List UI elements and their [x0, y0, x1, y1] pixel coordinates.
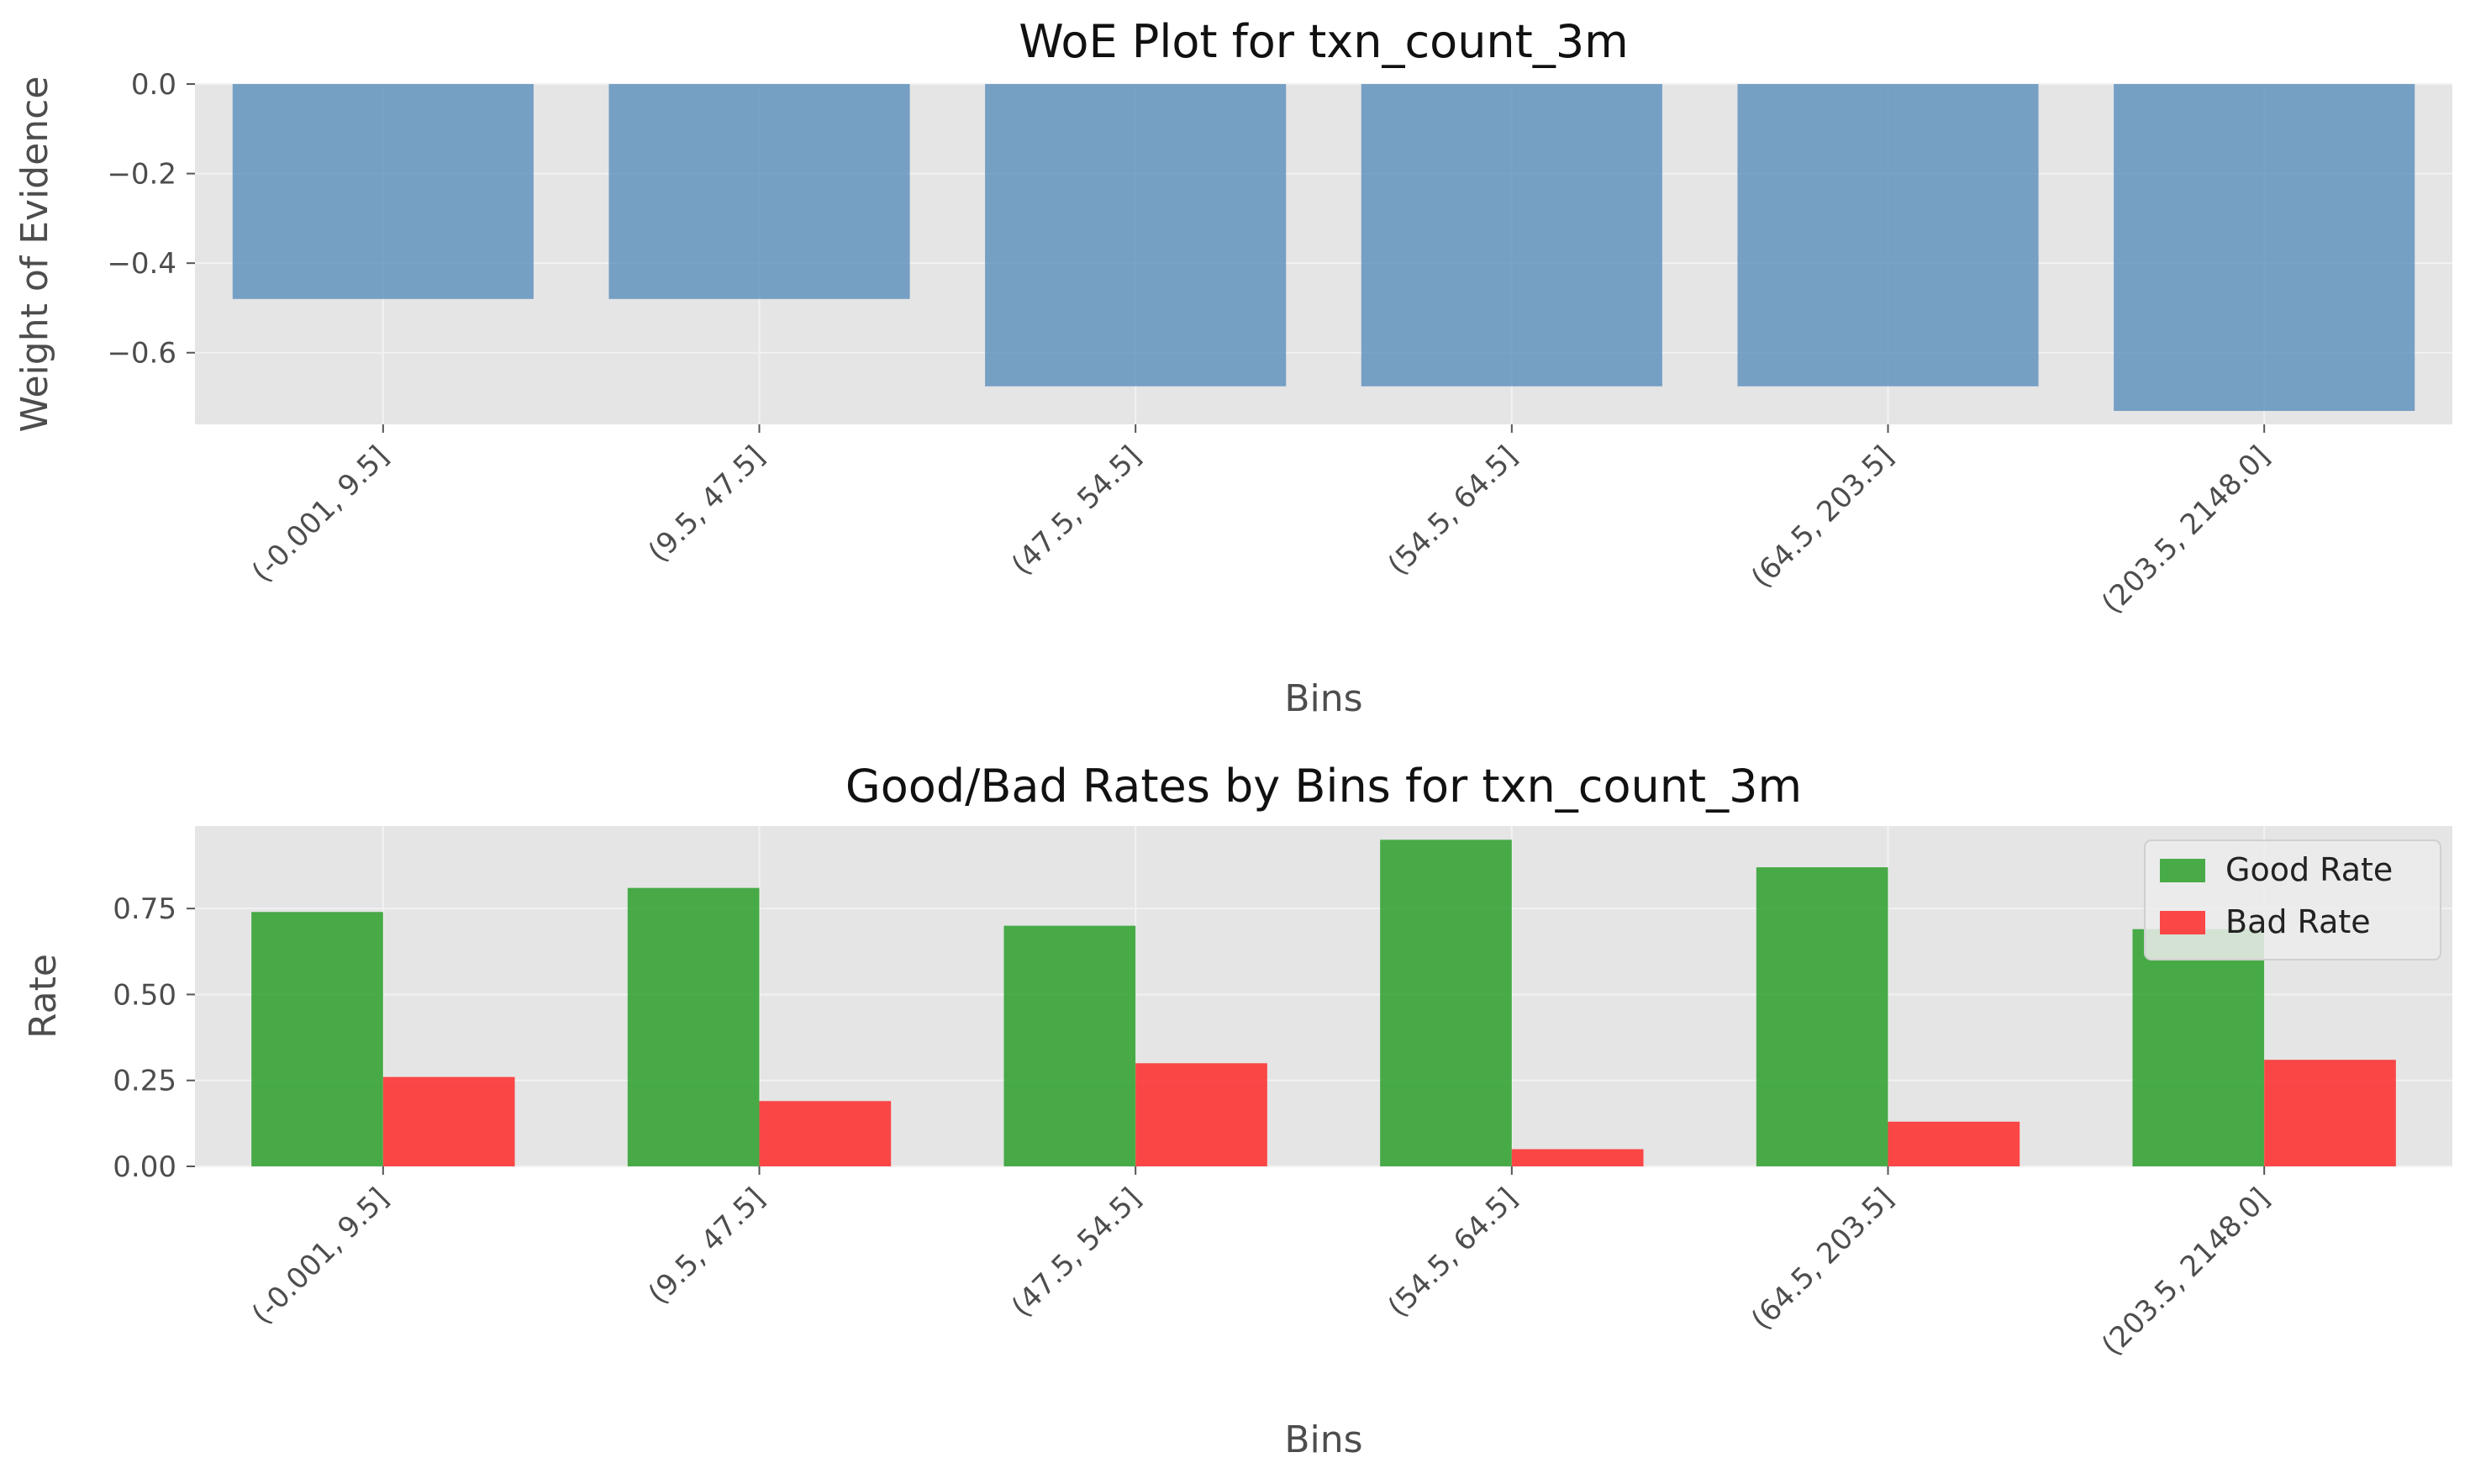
- rates-y-axis-label: Rate: [22, 954, 65, 1039]
- y-tick-label: 0.75: [113, 892, 176, 926]
- woe-y-axis-label: Weight of Evidence: [13, 76, 56, 433]
- x-tick-label: (-0.001, 9.5]: [245, 439, 395, 589]
- rates-x-ticks: (-0.001, 9.5] (9.5, 47.5] (47.5, 54.5] (54.…: [245, 1166, 2277, 1362]
- x-tick-label: (203.5, 2148.0]: [2095, 1181, 2276, 1362]
- good-rate-bar-203-5-2148-0: [2132, 929, 2265, 1166]
- woe-plot-area: [195, 84, 2452, 424]
- woe-y-ticks: 0.0 −0.2 −0.4 −0.6: [107, 68, 195, 371]
- bad-rate-bar-54-5-64-5: [1511, 1149, 1644, 1166]
- x-tick-label: (64.5, 203.5]: [1745, 1181, 1900, 1337]
- good-rate-bar-64-5-203-5: [1756, 867, 1888, 1166]
- y-tick-label: 0.00: [113, 1150, 176, 1184]
- woe-x-ticks: (-0.001, 9.5] (9.5, 47.5] (47.5, 54.5] (54.…: [245, 424, 2277, 620]
- x-tick-label: (-0.001, 9.5]: [245, 1181, 395, 1331]
- woe-bars: [232, 84, 2415, 412]
- woe-bar-0-001-9-5: [232, 84, 534, 299]
- bad-rate-bar-9-5-47-5: [759, 1101, 892, 1166]
- x-tick-label: (54.5, 64.5]: [1382, 439, 1524, 581]
- y-tick-label: −0.2: [107, 158, 176, 192]
- bad-rate-bar-0-001-9-5: [382, 1076, 515, 1166]
- y-tick-label: 0.0: [131, 68, 176, 102]
- woe-bar-54-5-64-5: [1361, 84, 1662, 387]
- good-rate-bar-0-001-9-5: [251, 912, 383, 1166]
- rates-x-axis-label: Bins: [1284, 1418, 1362, 1461]
- good-rate-bar-54-5-64-5: [1380, 839, 1512, 1166]
- rates-chart-title: Good/Bad Rates by Bins for txn_count_3m: [845, 760, 1802, 813]
- x-tick-label: (47.5, 54.5]: [1005, 1181, 1147, 1323]
- woe-bar-9-5-47-5: [608, 84, 910, 299]
- legend-swatch-bad-rate: [2160, 911, 2205, 934]
- x-tick-label: (54.5, 64.5]: [1382, 1181, 1524, 1323]
- bad-rate-bar-203-5-2148-0: [2264, 1060, 2396, 1166]
- y-tick-label: 0.50: [113, 978, 176, 1012]
- legend-box: [2144, 839, 2441, 960]
- x-tick-label: (47.5, 54.5]: [1005, 439, 1147, 581]
- x-tick-label: (203.5, 2148.0]: [2095, 439, 2276, 620]
- rates-chart: 0.00 0.25 0.50 0.75 (-0.001, 9.5] (9.5, 47.5…: [22, 760, 2452, 1461]
- x-tick-label: (64.5, 203.5]: [1745, 439, 1900, 595]
- bad-rate-bar-47-5-54-5: [1135, 1063, 1267, 1166]
- x-tick-label: (9.5, 47.5]: [642, 439, 772, 569]
- woe-chart: 0.0 −0.2 −0.4 −0.6 (-0.001, 9.5] (9.5, 47.5]…: [13, 15, 2452, 720]
- rates-y-ticks: 0.00 0.25 0.50 0.75: [113, 892, 195, 1184]
- rates-plot-area: [195, 826, 2452, 1166]
- woe-bar-203-5-2148-0: [2114, 84, 2415, 412]
- woe-bar-47-5-54-5: [985, 84, 1287, 387]
- legend-label-good-rate: Good Rate: [2225, 851, 2393, 888]
- woe-bar-64-5-203-5: [1737, 84, 2039, 387]
- rates-bars: [251, 839, 2396, 1166]
- rates-legend: Good Rate Bad Rate: [2144, 839, 2441, 960]
- y-tick-label: 0.25: [113, 1065, 176, 1098]
- woe-x-axis-label: Bins: [1284, 677, 1362, 720]
- good-rate-bar-9-5-47-5: [627, 887, 760, 1166]
- x-tick-label: (9.5, 47.5]: [642, 1181, 772, 1311]
- y-tick-label: −0.6: [107, 337, 176, 371]
- y-tick-label: −0.4: [107, 247, 176, 281]
- legend-swatch-good-rate: [2160, 859, 2205, 882]
- bad-rate-bar-64-5-203-5: [1888, 1121, 2020, 1166]
- legend-label-bad-rate: Bad Rate: [2225, 903, 2371, 940]
- woe-chart-title: WoE Plot for txn_count_3m: [1019, 15, 1629, 68]
- good-rate-bar-47-5-54-5: [1003, 925, 1136, 1166]
